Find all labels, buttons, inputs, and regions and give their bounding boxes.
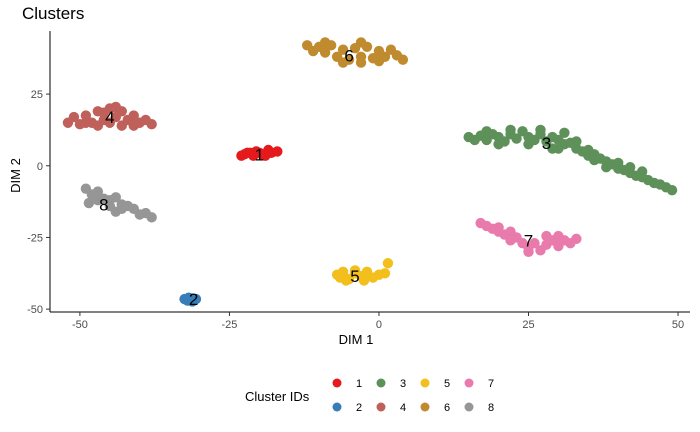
cluster-8-point bbox=[83, 197, 95, 209]
x-tick-label: 50 bbox=[672, 319, 684, 331]
cluster-5-point bbox=[379, 268, 391, 279]
legend-label-3: 3 bbox=[400, 378, 406, 390]
legend-label-4: 4 bbox=[400, 402, 406, 414]
cluster-4-point bbox=[116, 120, 127, 131]
cluster-1-point bbox=[272, 146, 283, 157]
cluster-3-point bbox=[636, 166, 648, 177]
cluster-7-point bbox=[529, 237, 540, 249]
chart-title: Clusters bbox=[22, 4, 85, 23]
cluster-8-point bbox=[110, 192, 121, 203]
cluster-1-point bbox=[257, 149, 268, 160]
cluster-5-point bbox=[358, 275, 370, 286]
cluster-6-point bbox=[373, 55, 385, 67]
cluster-3-point bbox=[559, 127, 570, 138]
legend-key-2 bbox=[332, 402, 342, 412]
cluster-4-point bbox=[104, 117, 116, 128]
cluster-3-point bbox=[511, 133, 522, 144]
x-tick-label: 25 bbox=[522, 319, 534, 331]
cluster-6-point bbox=[355, 37, 367, 48]
x-tick-label: -25 bbox=[221, 319, 237, 331]
cluster-3-point bbox=[493, 139, 504, 150]
cluster-4-point bbox=[92, 120, 104, 131]
cluster-6-point bbox=[355, 57, 367, 68]
cluster-3-point bbox=[666, 184, 678, 196]
y-tick-label: 0 bbox=[37, 161, 43, 173]
cluster-6-point bbox=[319, 37, 331, 48]
cluster-1-point bbox=[245, 147, 256, 159]
x-axis-title: DIM 1 bbox=[339, 332, 374, 347]
cluster-2-label: 2 bbox=[189, 290, 198, 309]
x-tick-label: 0 bbox=[376, 319, 382, 331]
cluster-4-point bbox=[110, 101, 121, 113]
cluster-3-point bbox=[547, 143, 558, 154]
cluster-3-point bbox=[583, 144, 594, 156]
cluster-6-point bbox=[337, 57, 349, 68]
legend-key-5 bbox=[420, 378, 430, 388]
cluster-3-point bbox=[535, 124, 546, 136]
cluster-5-point bbox=[349, 265, 361, 276]
cluster-4-point bbox=[128, 110, 139, 121]
cluster-3-point bbox=[571, 136, 582, 147]
legend-label-8: 8 bbox=[488, 402, 494, 414]
cluster-8-label: 8 bbox=[99, 195, 108, 214]
cluster-3-point bbox=[505, 124, 516, 136]
cluster-4-point bbox=[80, 110, 92, 121]
cluster-7-point bbox=[505, 235, 516, 246]
cluster-6-label: 6 bbox=[344, 46, 353, 65]
cluster-7-point bbox=[541, 230, 552, 242]
legend-label-1: 1 bbox=[356, 378, 362, 390]
cluster-8-point bbox=[110, 206, 121, 217]
legend-key-3 bbox=[376, 378, 386, 388]
cluster-7-point bbox=[553, 230, 564, 242]
cluster-6-point bbox=[319, 47, 331, 58]
legend-label-2: 2 bbox=[356, 402, 362, 414]
cluster-7-label: 7 bbox=[524, 231, 533, 250]
cluster-4-point bbox=[98, 107, 110, 118]
legend-label-5: 5 bbox=[444, 378, 450, 390]
cluster-7-point bbox=[493, 226, 504, 237]
legend-label-7: 7 bbox=[488, 378, 494, 390]
cluster-3-point bbox=[589, 154, 600, 166]
cluster-5-label: 5 bbox=[350, 267, 359, 286]
cluster-8-point bbox=[92, 186, 104, 197]
x-tick-label: -50 bbox=[72, 319, 88, 331]
legend-label-6: 6 bbox=[444, 402, 450, 414]
cluster-3-point bbox=[624, 161, 636, 173]
cluster-6-point bbox=[337, 44, 349, 55]
cluster-4-point bbox=[128, 120, 139, 131]
cluster-7-point bbox=[571, 233, 582, 245]
cluster-7-point bbox=[523, 246, 534, 257]
y-axis-title: DIM 2 bbox=[8, 158, 23, 193]
legend-key-6 bbox=[420, 402, 430, 412]
legend-key-7 bbox=[464, 378, 474, 388]
cluster-1-label: 1 bbox=[255, 145, 264, 164]
cluster-4-point bbox=[146, 118, 157, 130]
cluster-3-label: 3 bbox=[542, 134, 551, 153]
cluster-4-point bbox=[80, 117, 92, 128]
cluster-5-point bbox=[382, 258, 394, 269]
cluster-4-label: 4 bbox=[105, 108, 114, 127]
legend-key-4 bbox=[376, 402, 386, 412]
cluster-4-point bbox=[68, 111, 80, 123]
cluster-5-point bbox=[334, 272, 346, 283]
cluster-3-point bbox=[601, 161, 612, 173]
cluster-6-point bbox=[397, 54, 409, 65]
cluster-3-point bbox=[481, 126, 492, 137]
legend-title: Cluster IDs bbox=[245, 389, 310, 404]
y-tick-label: -25 bbox=[27, 232, 43, 244]
cluster-3-point bbox=[613, 157, 624, 169]
legend-key-8 bbox=[464, 402, 474, 412]
legend-key-1 bbox=[332, 378, 342, 388]
cluster-8-point bbox=[146, 212, 157, 223]
y-tick-label: 25 bbox=[31, 89, 43, 101]
cluster-3-point bbox=[523, 139, 534, 150]
y-tick-label: -50 bbox=[27, 304, 43, 316]
cluster-2-point bbox=[187, 296, 198, 307]
cluster-8-point bbox=[92, 194, 104, 206]
